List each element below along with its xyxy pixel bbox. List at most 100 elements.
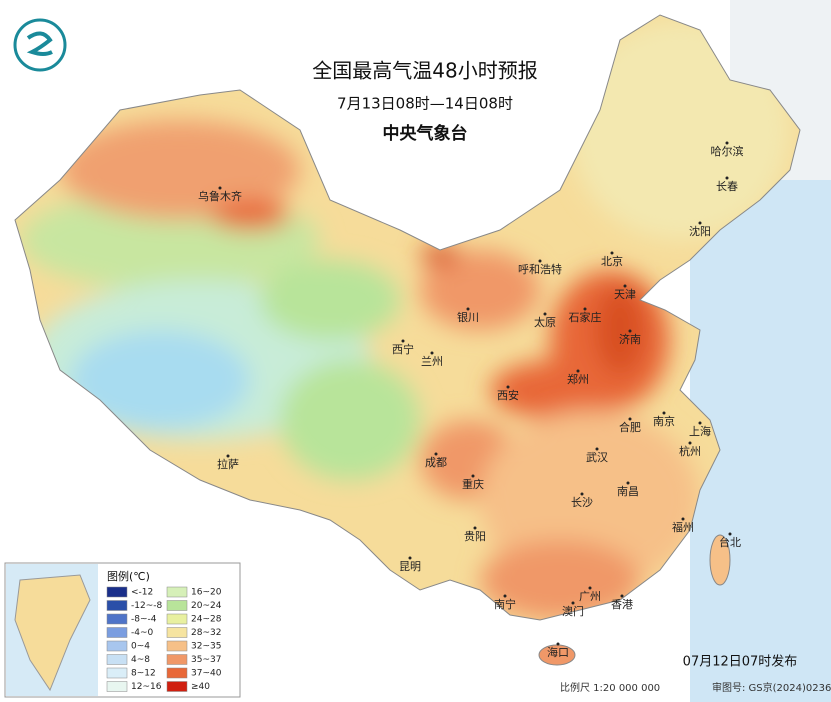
city-dot xyxy=(623,284,627,288)
city-dot xyxy=(662,411,666,415)
city-dot xyxy=(725,141,729,145)
legend-swatch xyxy=(106,640,128,652)
city-label: 台北 xyxy=(719,535,741,549)
legend-label: -12~-8 xyxy=(131,601,162,611)
city-label: 广州 xyxy=(579,590,601,603)
legend-swatch xyxy=(166,600,188,611)
legend-swatch xyxy=(166,640,188,652)
city-label: 重庆 xyxy=(462,477,484,491)
legend-label: 4~8 xyxy=(131,655,150,665)
city-dot xyxy=(466,307,470,311)
legend-swatch xyxy=(166,681,188,692)
legend-swatch xyxy=(166,586,188,598)
city-dot xyxy=(556,642,560,646)
legend-swatch xyxy=(106,586,128,598)
city-label: 福州 xyxy=(672,520,694,534)
city-label: 南宁 xyxy=(494,597,516,611)
title: 全国最高气温48小时预报 xyxy=(312,59,537,83)
legend-label: 16~20 xyxy=(191,588,222,598)
city-label: 南京 xyxy=(653,414,675,428)
city-dot xyxy=(471,474,475,478)
legend-swatch xyxy=(106,681,128,692)
city-dot xyxy=(580,492,584,496)
city-label: 澳门 xyxy=(562,604,584,618)
legend-swatch xyxy=(166,667,188,679)
city-dot xyxy=(698,421,702,425)
city-label: 长春 xyxy=(716,180,738,193)
release-time: 07月12日07时发布 xyxy=(683,654,798,670)
city-label: 沈阳 xyxy=(689,224,711,238)
city-label: 呼和浩特 xyxy=(518,262,562,276)
city-label: 南昌 xyxy=(617,485,639,498)
legend-label: -8~-4 xyxy=(131,615,157,625)
city-label: 长沙 xyxy=(571,496,593,509)
city-dot xyxy=(688,441,692,445)
city-label: 西安 xyxy=(497,388,519,402)
city-dot xyxy=(401,339,405,343)
city-label: 西宁 xyxy=(392,342,414,356)
city-dot xyxy=(583,307,587,311)
legend-swatch xyxy=(106,667,128,679)
city-label: 拉萨 xyxy=(217,457,239,471)
legend: 图例(℃) <-12 -12~-8 -8~-4 -4~0 0~4 4~8 8~12 12~16… xyxy=(4,562,241,698)
city-dot xyxy=(626,481,630,485)
legend-label: 28~32 xyxy=(191,628,221,638)
city-label: 香港 xyxy=(611,598,633,611)
city-label: 北京 xyxy=(601,254,623,268)
legend-label: 8~12 xyxy=(131,669,156,679)
city-label: 郑州 xyxy=(567,372,589,386)
logo xyxy=(13,18,67,72)
city-label: 昆明 xyxy=(399,560,421,573)
city-dot xyxy=(434,452,438,456)
legend-swatch xyxy=(106,613,128,625)
city-dot xyxy=(728,532,732,536)
city-dot xyxy=(543,312,547,316)
city-dot xyxy=(538,259,542,263)
legend-swatch xyxy=(166,627,188,638)
legend-swatch xyxy=(106,627,128,638)
legend-label: 0~4 xyxy=(131,642,150,652)
city-label: 银川 xyxy=(457,310,479,324)
legend-label: 32~35 xyxy=(191,642,221,652)
issuer: 中央气象台 xyxy=(383,123,468,144)
taiwan xyxy=(709,534,731,586)
city-label: 贵阳 xyxy=(464,530,486,543)
scale: 比例尺 1:20 000 000 xyxy=(560,681,660,694)
city-dot xyxy=(681,517,685,521)
legend-label: 24~28 xyxy=(191,615,222,625)
city-dot xyxy=(628,329,632,333)
city-dot xyxy=(430,351,434,355)
city-dot xyxy=(506,385,510,389)
city-dot xyxy=(408,556,412,560)
city-label: 成都 xyxy=(425,456,447,469)
legend-label: ≥40 xyxy=(191,682,210,692)
city-dot xyxy=(576,369,580,373)
legend-label: 12~16 xyxy=(131,682,162,692)
legend-items: <-12 -12~-8 -8~-4 -4~0 0~4 4~8 8~12 12~16 16~20 2… xyxy=(106,586,222,692)
city-dot xyxy=(473,526,477,530)
legend-swatch xyxy=(106,600,128,611)
city-label: 杭州 xyxy=(679,444,701,458)
city-dot xyxy=(218,186,222,190)
city-label: 哈尔滨 xyxy=(711,144,744,158)
city-label: 石家庄 xyxy=(569,310,602,324)
city-dot xyxy=(628,417,632,421)
legend-label: 37~40 xyxy=(191,669,222,679)
city-dot xyxy=(571,601,575,605)
city-label: 上海 xyxy=(689,424,711,438)
city-label: 海口 xyxy=(547,645,569,659)
city-label: 济南 xyxy=(619,332,641,346)
city-dot xyxy=(725,176,729,180)
legend-title: 图例(℃) xyxy=(107,569,150,583)
city-label: 武汉 xyxy=(586,451,608,464)
city-label: 乌鲁木齐 xyxy=(198,189,242,203)
legend-label: 20~24 xyxy=(191,601,222,611)
city-dot xyxy=(595,447,599,451)
city-label: 太原 xyxy=(534,316,556,329)
legend-swatch xyxy=(106,654,128,665)
city-dot xyxy=(698,221,702,225)
city-label: 兰州 xyxy=(421,355,443,368)
